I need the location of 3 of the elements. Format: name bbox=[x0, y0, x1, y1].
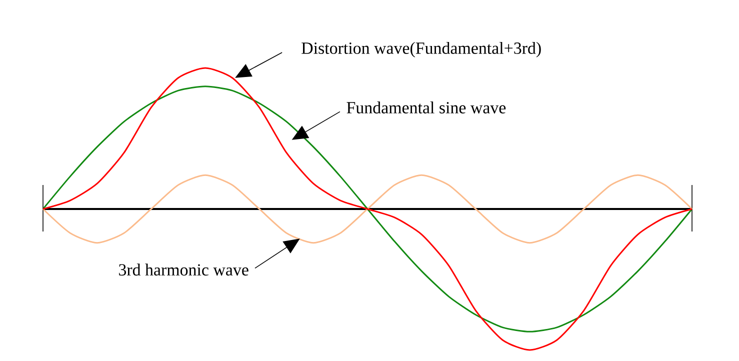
text: Distortion wave(Fundamental+3rd) bbox=[302, 42, 541, 58]
text: Fundamental sine wave bbox=[346, 102, 506, 114]
series-label: 3rd harmonic wave bbox=[119, 264, 248, 276]
